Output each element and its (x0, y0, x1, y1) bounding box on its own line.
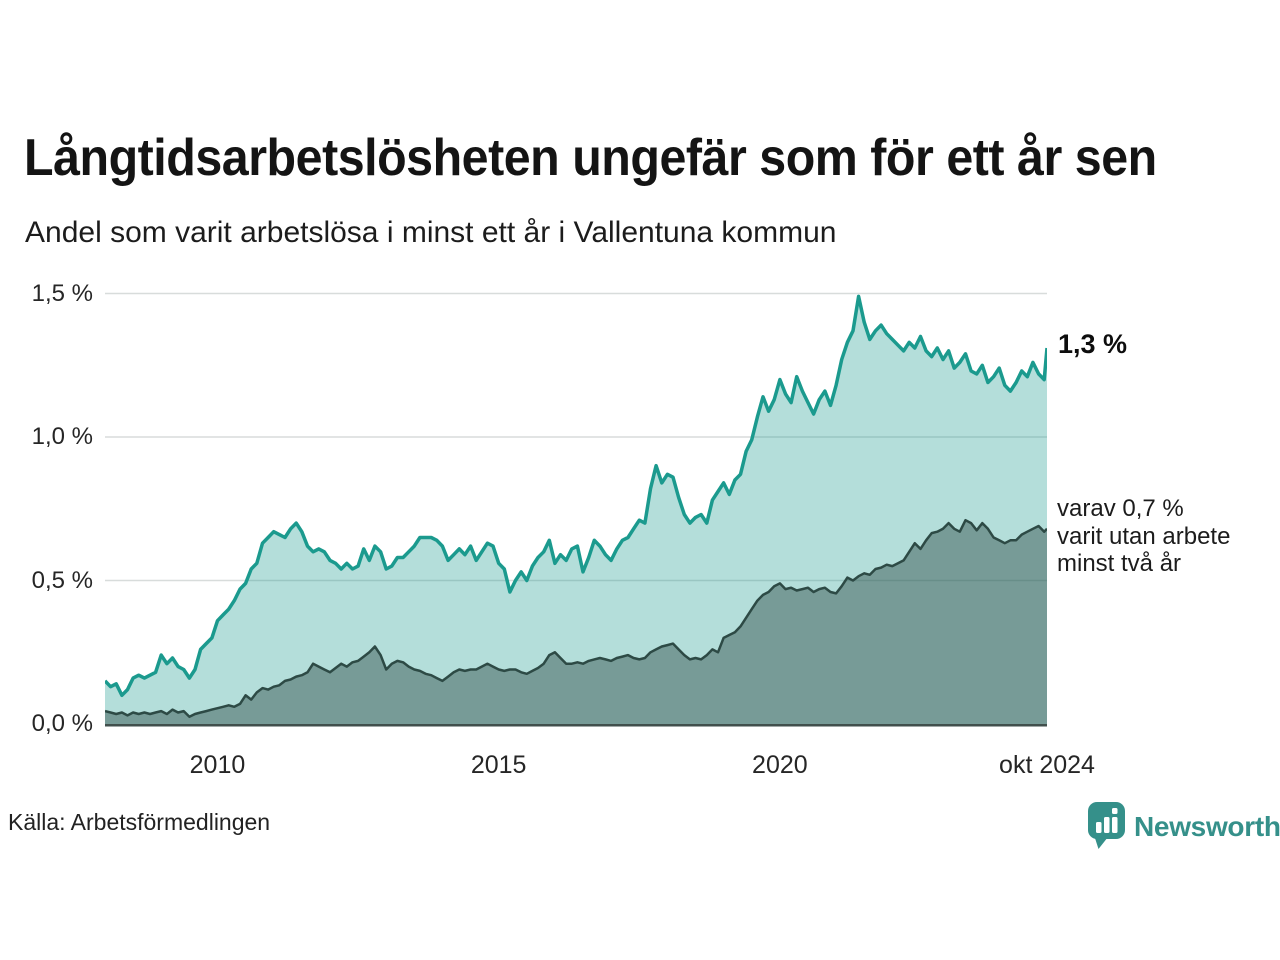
area-total (105, 296, 1047, 724)
chart-subtitle: Andel som varit arbetslösa i minst ett å… (25, 216, 837, 249)
series-subset-end-line3: minst två år (1057, 550, 1182, 577)
chart-title: Långtidsarbetslösheten ungefär som för e… (24, 129, 1157, 187)
x-tick-label: 2015 (470, 751, 527, 779)
x-tick-label: 2020 (752, 751, 808, 779)
x-tick-label: 2010 (189, 751, 246, 779)
chart-plot (103, 292, 1049, 727)
series-subset-end-line1: varav 0,7 % (1057, 495, 1184, 522)
series-subset-end-line2: varit utan arbete (1057, 522, 1231, 550)
y-tick-label: 1,5 % (31, 279, 93, 307)
line-subset (104, 518, 1048, 719)
y-tick-label: 0,0 % (31, 710, 93, 737)
series-total-end-label: 1,3 % (1058, 329, 1128, 359)
line-total (103, 294, 1049, 698)
y-tick-label: 1,0 % (31, 423, 93, 450)
source-note: Källa: Arbetsförmedlingen (8, 809, 271, 835)
newsworthy-logo-icon (1088, 802, 1125, 849)
area-subset (105, 520, 1047, 724)
x-tick-label: okt 2024 (999, 751, 1095, 779)
newsworthy-logo-wordmark: Newsworthy (1134, 811, 1280, 842)
series-subset-end-label: varav 0,7 % varit utan arbete minst två … (1057, 495, 1230, 578)
y-tick-label: 0,5 % (31, 566, 93, 594)
gridlines (105, 292, 1047, 582)
